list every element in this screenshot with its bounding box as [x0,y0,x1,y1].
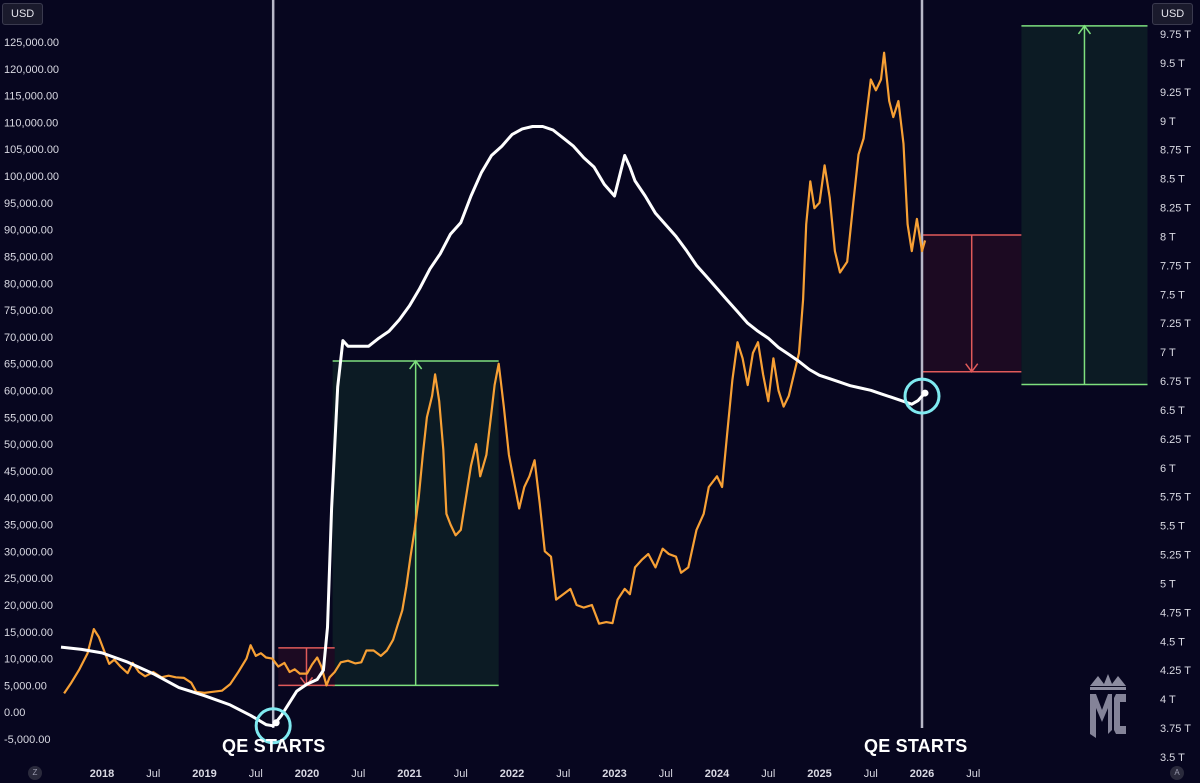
chart-series [60,51,928,728]
x-tick-label: Jul [351,768,365,780]
right-tick-label: 9.25 T [1160,87,1191,99]
right-tick-label: 4.5 T [1160,636,1185,648]
x-tick-label: 2023 [602,768,626,780]
left-tick-label: 0.00 [4,707,25,719]
x-tick-label: Jul [249,768,263,780]
measure-arrow-head-0 [409,359,423,370]
x-tick-label: 2019 [192,768,216,780]
right-tick-label: 9.5 T [1160,58,1185,70]
right-axis: 3.5 T 3.75 T 4 T 4.25 T 4.5 T 4.75 T 5 T 5.25 T… [1160,29,1191,764]
x-tick-label: 2026 [910,768,934,780]
left-tick-label: 85,000.00 [4,251,53,263]
left-tick-label: 80,000.00 [4,278,53,290]
right-tick-label: 7 T [1160,347,1176,359]
right-tick-label: 4.25 T [1160,665,1191,677]
log-scale-toggle-button[interactable]: Z [28,766,42,780]
x-tick-label: Jul [966,768,980,780]
left-tick-label: 115,000.00 [4,91,58,103]
right-tick-label: 8 T [1160,231,1176,243]
left-tick-label: 45,000.00 [4,466,53,478]
right-tick-label: 9.75 T [1160,29,1191,41]
right-tick-label: 4 T [1160,694,1176,706]
right-tick-label: 8.5 T [1160,174,1185,186]
left-tick-label: 50,000.00 [4,439,53,451]
right-tick-label: 5.75 T [1160,492,1191,504]
left-axis: -5,000.00 0.00 5,000.00 10,000.00 15,000.00 2… [4,37,59,746]
left-tick-label: 105,000.00 [4,144,59,156]
qe-circle-dot-0 [272,719,280,727]
right-tick-label: 5.25 T [1160,550,1191,562]
x-tick-label: 2022 [500,768,524,780]
left-tick-label: 5,000.00 [4,680,47,692]
left-tick-label: 30,000.00 [4,546,53,558]
right-tick-label: 6.25 T [1160,434,1191,446]
qe-circle-marker-1 [903,377,941,415]
left-tick-label: 110,000.00 [4,117,58,129]
left-tick-label: 70,000.00 [4,332,53,344]
measure-boxes [278,24,1148,687]
left-tick-label: 25,000.00 [4,573,53,585]
right-tick-label: 7.5 T [1160,289,1185,301]
right-tick-label: 3.5 T [1160,752,1185,764]
x-tick-label: Jul [659,768,673,780]
x-tick-label: 2018 [90,768,114,780]
left-tick-label: 20,000.00 [4,600,53,612]
x-tick-label: 2020 [295,768,319,780]
qe-starts-label-2026: QE STARTS [864,736,968,756]
left-tick-label: -5,000.00 [4,734,50,746]
left-tick-label: 65,000.00 [4,359,53,371]
left-tick-label: 10,000.00 [4,654,53,666]
x-tick-label: 2025 [807,768,831,780]
left-axis-unit-badge[interactable]: USD [2,3,44,25]
right-tick-label: 6.5 T [1160,405,1185,417]
left-tick-label: 100,000.00 [4,171,59,183]
right-tick-label: 6.75 T [1160,376,1191,388]
right-tick-label: 7.25 T [1160,318,1191,330]
x-tick-label: 2024 [705,768,730,780]
left-tick-label: 120,000.00 [4,64,59,76]
price-line [63,51,927,695]
x-tick-label: Jul [146,768,160,780]
auto-scale-toggle-button[interactable]: A [1170,766,1184,780]
x-tick-label: Jul [454,768,468,780]
right-tick-label: 6 T [1160,463,1176,475]
time-axis: 2018 Jul 2019 Jul 2020 Jul 2021 Jul 2022 Jul 2023 J… [90,768,981,780]
left-tick-label: 125,000.00 [4,37,59,49]
qe-vertical-lines [271,0,924,728]
left-tick-label: 95,000.00 [4,198,53,210]
mc-logo [1090,674,1126,738]
right-tick-label: 4.75 T [1160,607,1191,619]
left-tick-label: 40,000.00 [4,493,53,505]
right-tick-label: 3.75 T [1160,723,1191,735]
qe-circle-dot-1 [921,389,929,397]
right-tick-label: 8.75 T [1160,145,1191,157]
x-tick-label: Jul [864,768,878,780]
qe-starts-label-2019: QE STARTS [222,736,326,756]
measure-arrow-head-3 [1077,24,1092,35]
measure-arrow-head-2 [965,363,979,373]
left-tick-label: 15,000.00 [4,627,53,639]
left-tick-label: 90,000.00 [4,225,53,237]
qe-markers [254,377,941,745]
right-tick-label: 5 T [1160,578,1176,590]
x-tick-label: Jul [556,768,570,780]
qe-circle-marker-0 [254,707,292,745]
left-tick-label: 75,000.00 [4,305,53,317]
right-tick-label: 8.25 T [1160,203,1191,215]
right-tick-label: 7.75 T [1160,260,1191,272]
right-axis-unit-badge[interactable]: USD [1152,3,1194,25]
x-tick-label: Jul [761,768,775,780]
left-tick-label: 60,000.00 [4,386,53,398]
left-tick-label: 35,000.00 [4,520,53,532]
balance-sheet-line [60,125,928,728]
right-tick-label: 9 T [1160,116,1176,128]
right-tick-label: 5.5 T [1160,521,1185,533]
left-tick-label: 55,000.00 [4,412,53,424]
x-tick-label: 2021 [397,768,421,780]
